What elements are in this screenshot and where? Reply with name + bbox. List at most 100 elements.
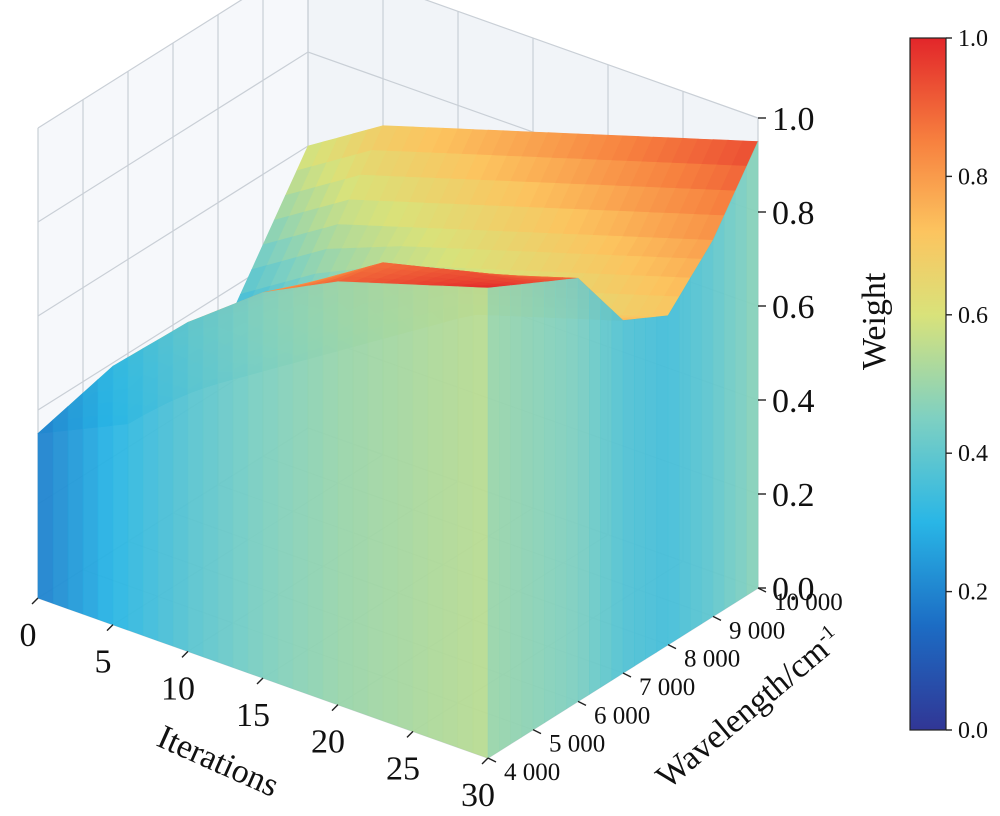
colorbar-tick-label: 0.4 bbox=[958, 441, 988, 467]
x-tick-mark bbox=[181, 650, 189, 658]
surface-side-wall bbox=[611, 309, 624, 681]
x-tick-mark bbox=[256, 677, 264, 685]
x-tick-label: 0 bbox=[20, 617, 37, 654]
surface-side-wall bbox=[622, 318, 635, 674]
y-axis-label-text: Wavelength/cm bbox=[649, 631, 836, 796]
surface-front-wall bbox=[97, 365, 114, 626]
z-tick-label: 0.4 bbox=[772, 383, 815, 420]
surface-side-wall bbox=[566, 277, 579, 709]
surface-side-wall bbox=[746, 141, 759, 596]
surface-side-wall bbox=[645, 316, 658, 660]
x-tick-label: 10 bbox=[161, 670, 195, 707]
x-tick-mark bbox=[106, 624, 114, 632]
surface-front-wall bbox=[232, 298, 249, 674]
surface-front-wall bbox=[427, 285, 444, 743]
surface-front-wall bbox=[37, 419, 54, 604]
surface-side-wall bbox=[521, 282, 534, 738]
surface-front-wall bbox=[112, 356, 129, 631]
surface-side-wall bbox=[487, 286, 500, 759]
surface-side-wall bbox=[667, 295, 680, 646]
z-tick-label: 0.2 bbox=[772, 477, 815, 514]
x-tick-label: 5 bbox=[95, 644, 112, 681]
y-tick-label: 6 000 bbox=[594, 702, 650, 729]
surface-front-wall bbox=[412, 284, 429, 738]
colorbar-tick-label: 1.0 bbox=[958, 26, 988, 52]
surface-front-wall bbox=[442, 285, 459, 748]
surface-side-wall bbox=[555, 279, 568, 717]
x-tick-mark bbox=[331, 704, 339, 712]
colorbar-gradient bbox=[909, 37, 947, 731]
surface-front-wall bbox=[277, 287, 294, 690]
y-tick-label: 5 000 bbox=[549, 731, 605, 758]
z-axis-label: Weight bbox=[856, 272, 893, 370]
surface-side-wall bbox=[532, 281, 545, 731]
x-tick-mark bbox=[481, 757, 489, 765]
surface-front-wall bbox=[82, 378, 99, 620]
surface-front-wall bbox=[52, 405, 69, 610]
colorbar-tick-label: 0.6 bbox=[958, 303, 988, 329]
x-tick-label: 30 bbox=[461, 777, 495, 814]
surface-front-wall bbox=[262, 290, 279, 684]
surface-front-wall bbox=[472, 287, 489, 759]
surface-front-wall bbox=[247, 292, 264, 679]
surface-side-wall bbox=[498, 285, 511, 752]
z-tick-label: 0.0 bbox=[772, 571, 815, 608]
surface-side-wall bbox=[600, 298, 613, 688]
y-tick-label: 8 000 bbox=[684, 646, 740, 673]
x-tick-mark bbox=[31, 597, 39, 605]
surface-side-wall bbox=[510, 284, 523, 745]
surface-plot bbox=[37, 125, 759, 759]
y-tick-label: 4 000 bbox=[504, 759, 560, 786]
surface-side-wall bbox=[633, 317, 646, 667]
y-tick-label: 9 000 bbox=[729, 617, 785, 644]
surface-side-wall bbox=[712, 215, 725, 617]
colorbar-tick-label: 0.0 bbox=[958, 718, 988, 744]
surface-side-wall bbox=[543, 280, 556, 724]
surface-side-wall bbox=[735, 166, 748, 603]
y-tick-mark bbox=[577, 700, 587, 706]
surface-front-wall bbox=[307, 283, 324, 700]
z-tick-label: 1.0 bbox=[772, 101, 815, 138]
surface-side-wall bbox=[701, 239, 714, 624]
surface-front-wall bbox=[187, 315, 204, 658]
y-tick-label: 10 000 bbox=[774, 589, 843, 616]
colorbar-tick-label: 0.8 bbox=[958, 164, 988, 190]
y-tick-label: 7 000 bbox=[639, 674, 695, 701]
surface-front-wall bbox=[367, 282, 384, 722]
surface-side-wall bbox=[690, 258, 703, 632]
surface-front-wall bbox=[397, 283, 414, 732]
surface-front-wall bbox=[202, 309, 219, 663]
surface-front-wall bbox=[382, 283, 399, 727]
surface-front-wall bbox=[172, 321, 189, 652]
surface-front-wall bbox=[337, 281, 354, 711]
x-tick-label: 20 bbox=[311, 724, 345, 761]
surface-front-wall bbox=[322, 281, 339, 706]
y-tick-mark bbox=[487, 757, 497, 763]
surface-front-wall bbox=[127, 348, 144, 636]
surface-front-wall bbox=[292, 285, 309, 695]
surface-side-wall bbox=[588, 288, 601, 695]
surface-side-wall bbox=[656, 315, 669, 653]
y-tick-mark bbox=[667, 644, 677, 650]
y-tick-mark bbox=[622, 672, 632, 678]
y-tick-mark bbox=[712, 615, 722, 621]
x-tick-mark bbox=[406, 730, 414, 738]
colorbar bbox=[909, 37, 947, 731]
grid-line-z bbox=[37, 0, 759, 129]
surface-front-wall bbox=[67, 392, 84, 615]
surface-front-wall bbox=[352, 281, 369, 716]
colorbar-ticks: 0.0 0.2 0.4 0.6 0.8 1.0 bbox=[946, 26, 988, 744]
x-tick-label: 25 bbox=[386, 750, 420, 787]
surface-side-wall bbox=[678, 276, 691, 639]
y-tick-mark bbox=[532, 729, 542, 735]
surface-front-wall bbox=[157, 330, 174, 647]
surface-front-wall bbox=[217, 304, 234, 668]
z-tick-label: 0.8 bbox=[772, 195, 815, 232]
surface-front-wall bbox=[142, 339, 159, 642]
colorbar-tick-label: 0.2 bbox=[958, 580, 988, 606]
x-tick-label: 15 bbox=[236, 697, 270, 734]
y-axis-label: Wavelength/cm-1 bbox=[649, 620, 848, 796]
surface-front-wall bbox=[457, 286, 474, 754]
